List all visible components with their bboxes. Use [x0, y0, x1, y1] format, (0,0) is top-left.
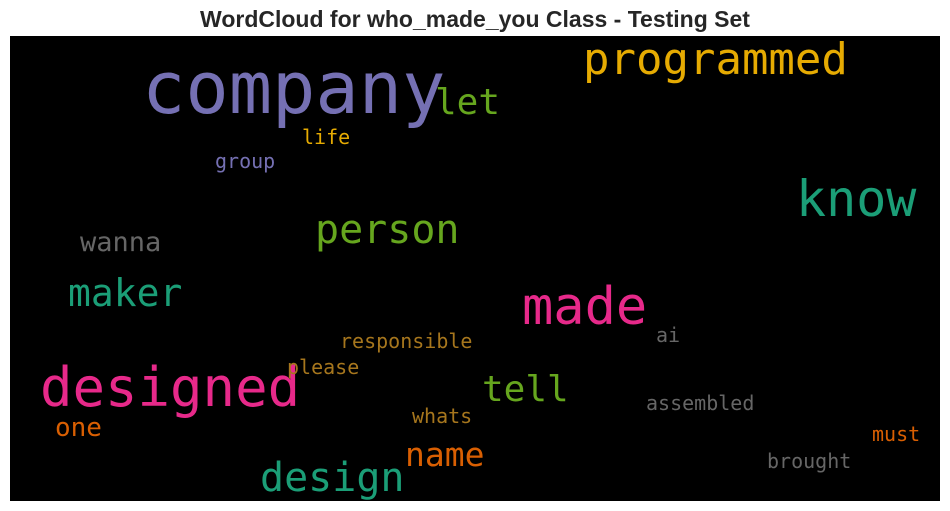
word-cloud-panel: company designed made know programmed person d…	[10, 36, 940, 501]
word-brought: brought	[767, 449, 851, 473]
word-tell: tell	[482, 369, 569, 410]
word-person: person	[315, 207, 460, 253]
word-design: design	[260, 455, 405, 501]
word-made: made	[522, 277, 647, 337]
word-programmed: programmed	[583, 36, 848, 85]
word-assembled: assembled	[646, 391, 754, 415]
word-life: life	[302, 125, 350, 149]
word-one: one	[55, 413, 102, 443]
word-ai: ai	[656, 323, 680, 347]
word-whats: whats	[412, 404, 472, 428]
word-maker: maker	[68, 271, 182, 315]
word-must: must	[872, 422, 920, 446]
word-let: let	[435, 82, 500, 123]
word-designed: designed	[40, 356, 300, 419]
word-wanna: wanna	[80, 227, 161, 258]
word-name: name	[405, 435, 484, 474]
word-cloud-svg: company designed made know programmed person d…	[40, 36, 920, 501]
word-please: please	[287, 355, 359, 379]
chart-title: WordCloud for who_made_you Class - Testi…	[200, 6, 750, 32]
word-company: company	[142, 46, 445, 130]
word-responsible: responsible	[340, 329, 472, 353]
word-know: know	[796, 170, 917, 228]
word-group: group	[215, 149, 275, 173]
